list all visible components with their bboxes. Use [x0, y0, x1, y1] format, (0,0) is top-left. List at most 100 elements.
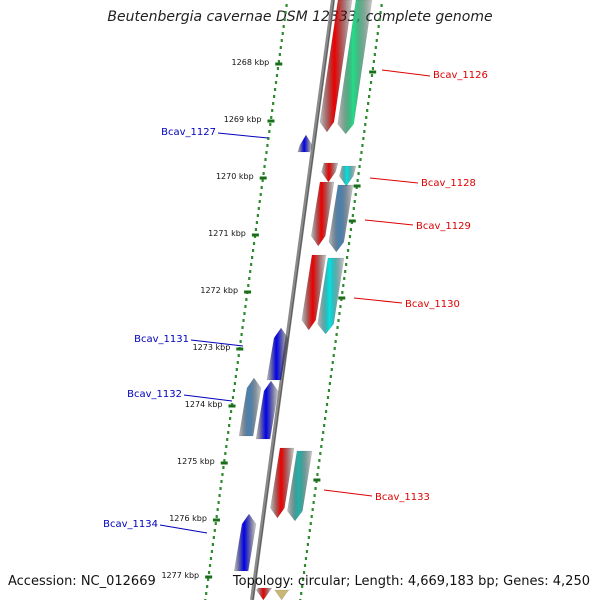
- scale-tick: [348, 219, 356, 223]
- track-dot: [257, 207, 260, 210]
- genome-backbone: [250, 0, 335, 600]
- gene-arrow-bcav-1126: [337, 0, 373, 135]
- track-dot: [251, 256, 254, 259]
- track-dot: [367, 102, 370, 105]
- track-dot: [375, 39, 378, 42]
- track-dot: [245, 298, 248, 301]
- accession-text: Accession: NC_012669: [8, 574, 156, 589]
- track-dot: [239, 340, 242, 343]
- track-dot: [373, 53, 376, 56]
- track-dot: [376, 32, 379, 35]
- track-dot: [250, 263, 253, 266]
- track-dot: [260, 186, 263, 189]
- gene-arrow-bcav-1127: [297, 134, 313, 153]
- track-dot: [217, 501, 220, 504]
- track-dot: [354, 193, 357, 196]
- track-dot: [229, 410, 233, 413]
- track-dot: [275, 74, 279, 77]
- track-dot: [304, 557, 308, 560]
- gene-arrow-edge-tan: [274, 589, 290, 600]
- track-dot: [374, 46, 377, 49]
- track-dot: [303, 564, 307, 567]
- track-dot: [329, 375, 332, 378]
- track-dot: [273, 95, 276, 98]
- track-dot: [300, 592, 303, 595]
- track-dot: [353, 200, 356, 203]
- track-dot: [380, 4, 383, 7]
- track-dot: [280, 39, 283, 42]
- gene-leader-line-bcav-1126: [381, 69, 431, 77]
- track-dot: [207, 571, 211, 574]
- track-dot: [321, 438, 324, 441]
- gene-arrow-bcav-1134: [233, 513, 257, 572]
- track-dot: [283, 18, 286, 21]
- track-dot: [358, 165, 361, 168]
- track-dot: [307, 536, 310, 539]
- track-dot: [256, 214, 259, 217]
- scale-tick-label: 1273 kbp: [193, 343, 231, 352]
- track-dot: [251, 249, 255, 252]
- track-dot: [277, 60, 280, 63]
- gene-arrow-bcav-1130-strand: [301, 254, 327, 331]
- track-dot: [320, 445, 323, 448]
- gene-arrow-bcav-1126-strand: [319, 0, 353, 133]
- gene-label-bcav-1128: Bcav_1128: [421, 178, 476, 189]
- track-dot: [266, 144, 269, 147]
- track-dot: [210, 550, 214, 553]
- track-dot: [281, 32, 284, 35]
- track-dot: [279, 46, 282, 49]
- track-dot: [312, 501, 315, 504]
- track-dot: [264, 158, 267, 161]
- scale-tick-label: 1272 kbp: [200, 286, 238, 295]
- track-dot: [276, 67, 280, 70]
- track-dot: [271, 109, 274, 112]
- gene-leader-line-bcav-1127: [217, 132, 269, 139]
- track-dot: [212, 536, 215, 539]
- scale-tick-label: 1277 kbp: [161, 571, 199, 580]
- track-dot: [362, 137, 365, 140]
- genome-backbone-shade: [252, 0, 335, 600]
- scale-tick-label: 1270 kbp: [216, 172, 254, 181]
- gene-leader-line-bcav-1130: [353, 297, 403, 304]
- scale-tick: [251, 233, 259, 237]
- track-dot: [347, 242, 351, 245]
- track-dot: [306, 543, 309, 546]
- track-dot: [211, 543, 214, 546]
- gene-leader-line-bcav-1134: [159, 524, 208, 534]
- track-dot: [313, 494, 316, 497]
- track-dot: [268, 130, 271, 133]
- track-dot: [322, 431, 325, 434]
- genome-summary-text: Topology: circular; Length: 4,669,183 bp…: [232, 574, 590, 589]
- scale-tick: [259, 176, 267, 180]
- track-dot: [219, 487, 222, 490]
- track-dot: [368, 95, 371, 98]
- gene-label-bcav-1132: Bcav_1132: [127, 389, 182, 400]
- track-dot: [259, 193, 262, 196]
- gene-arrow-bcav-1128: [338, 165, 357, 187]
- track-dot: [284, 11, 287, 14]
- track-dot: [226, 438, 229, 441]
- track-dot: [346, 256, 349, 259]
- scale-tick: [220, 461, 228, 465]
- gene-leader-line-bcav-1133: [323, 489, 373, 497]
- gene-leader-line-bcav-1129: [364, 219, 414, 226]
- track-dot: [302, 571, 306, 574]
- track-dot: [348, 235, 352, 238]
- track-dot: [301, 585, 304, 588]
- gene-arrow-bcav-1133: [287, 450, 313, 522]
- gene-label-bcav-1133: Bcav_1133: [375, 492, 430, 503]
- scale-tick: [275, 62, 283, 66]
- track-dot: [371, 67, 375, 70]
- scale-tick: [353, 184, 361, 188]
- track-dot: [248, 277, 251, 280]
- scale-tick-label: 1274 kbp: [185, 400, 223, 409]
- track-dot: [278, 53, 281, 56]
- track-dot: [262, 172, 265, 175]
- track-dot: [254, 228, 258, 231]
- track-dot: [378, 18, 381, 21]
- track-dot: [236, 361, 239, 364]
- scale-tick: [244, 290, 252, 294]
- track-dot: [223, 459, 226, 462]
- gene-label-bcav-1129: Bcav_1129: [416, 221, 471, 232]
